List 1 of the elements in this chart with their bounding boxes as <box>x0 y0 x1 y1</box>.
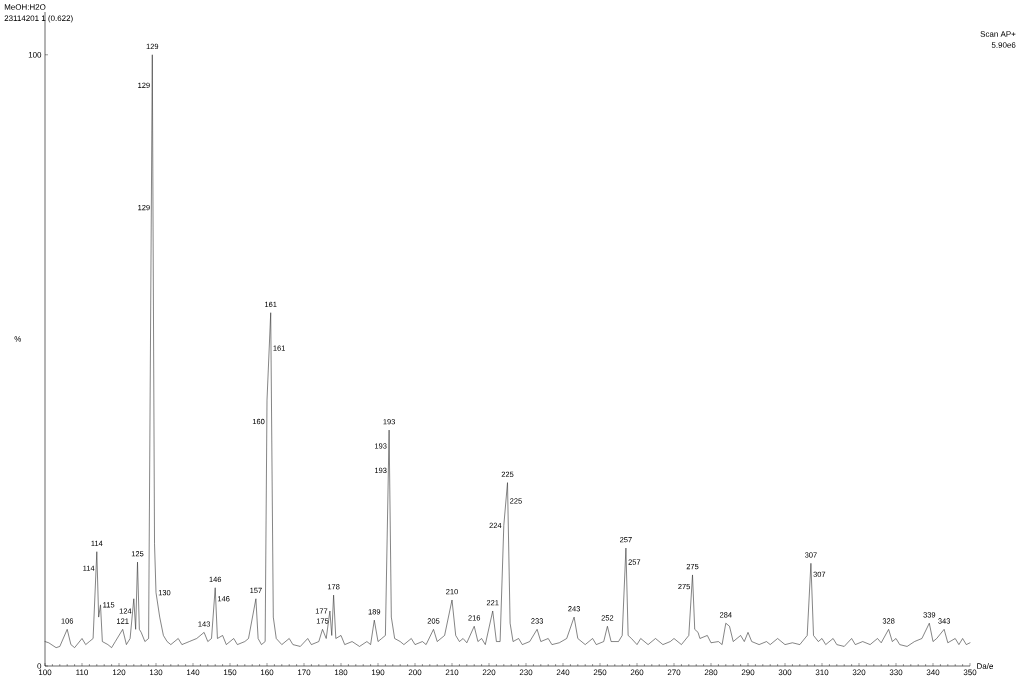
line-series <box>44 54 971 648</box>
